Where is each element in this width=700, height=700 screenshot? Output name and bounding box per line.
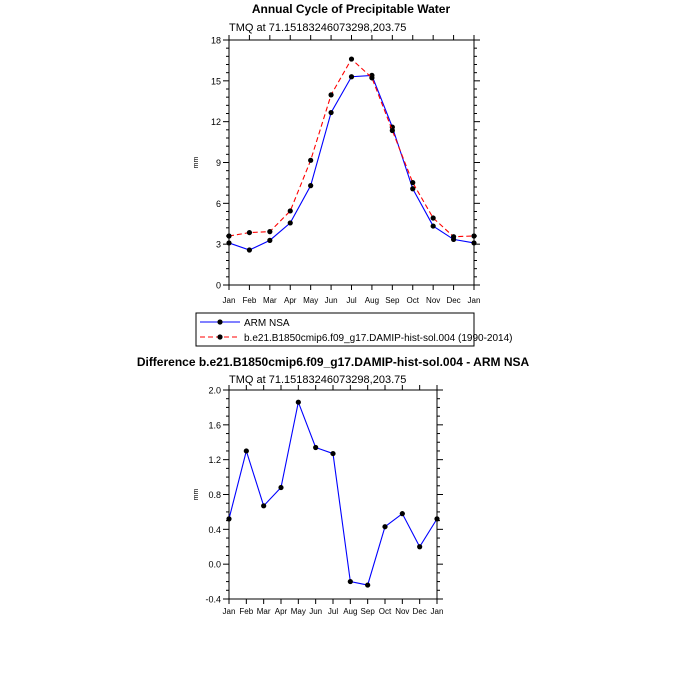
data-point xyxy=(308,157,314,163)
data-point xyxy=(430,215,436,221)
data-point xyxy=(347,578,353,585)
x-tick-label: Jun xyxy=(325,296,338,305)
y-axis-label: mm xyxy=(193,489,200,501)
x-tick-label: Aug xyxy=(343,607,357,616)
data-point xyxy=(287,208,293,214)
y-tick-label: 0.0 xyxy=(208,560,221,570)
legend-marker xyxy=(217,334,223,340)
x-tick-label: Mar xyxy=(263,296,277,305)
y-tick-label: 1.6 xyxy=(208,420,221,430)
data-point xyxy=(417,544,423,550)
series-line-1 xyxy=(228,58,475,238)
data-point xyxy=(308,183,314,189)
x-tick-label: Jul xyxy=(346,296,356,305)
data-point xyxy=(287,220,293,226)
y-tick-label: 9 xyxy=(216,158,221,168)
x-tick-label: Nov xyxy=(395,607,409,616)
x-tick-label: Jan xyxy=(223,296,236,305)
x-tick-label: Jan xyxy=(431,607,444,616)
x-tick-label: Dec xyxy=(446,296,460,305)
data-point xyxy=(328,109,334,116)
chart-title: Annual Cycle of Precipitable Water xyxy=(252,2,451,16)
data-point xyxy=(399,511,405,517)
data-point xyxy=(410,186,416,192)
y-tick-label: 0 xyxy=(216,281,221,291)
data-point xyxy=(410,180,416,186)
data-point xyxy=(434,516,440,522)
data-point xyxy=(450,234,457,240)
y-tick-label: 0.8 xyxy=(208,490,221,500)
chart-1: Difference b.e21.B1850cmip6.f09_g17.DAMI… xyxy=(137,355,530,616)
chart-title: Difference b.e21.B1850cmip6.f09_g17.DAMI… xyxy=(137,355,530,369)
legend-box xyxy=(195,312,475,347)
x-tick-label: Oct xyxy=(407,296,420,305)
x-tick-label: Apr xyxy=(275,607,288,616)
data-point xyxy=(348,74,355,80)
data-point xyxy=(330,450,336,457)
x-tick-label: Sep xyxy=(361,607,376,616)
legend-label: ARM NSA xyxy=(244,318,290,329)
data-point xyxy=(295,399,301,405)
data-point xyxy=(471,240,477,246)
data-point xyxy=(226,240,232,246)
legend: ARM NSA b.e21.B1850cmip6.f09_g17.DAMIP-hi… xyxy=(195,312,513,347)
data-point xyxy=(246,229,253,236)
y-tick-label: 0.4 xyxy=(208,525,221,535)
x-tick-label: Feb xyxy=(239,607,253,616)
x-tick-label: Oct xyxy=(379,607,392,616)
chart-subtitle: TMQ at 71.15183246073298,203.75 xyxy=(229,22,406,34)
data-point xyxy=(261,503,267,509)
x-tick-label: Jun xyxy=(309,607,322,616)
data-point xyxy=(389,127,395,134)
y-tick-label: 18 xyxy=(211,36,221,46)
data-point xyxy=(278,484,284,491)
chart-0: Annual Cycle of Precipitable Water TMQ at… xyxy=(193,2,513,347)
chart-subtitle: TMQ at 71.15183246073298,203.75 xyxy=(229,374,406,386)
x-tick-label: May xyxy=(291,607,306,616)
legend-marker xyxy=(217,319,223,325)
series-line-0 xyxy=(228,400,438,586)
data-point xyxy=(471,233,477,239)
x-tick-label: Apr xyxy=(284,296,297,305)
data-point xyxy=(226,516,232,522)
data-point xyxy=(246,247,253,253)
data-point xyxy=(369,75,375,81)
series-line-0 xyxy=(228,74,475,251)
y-tick-label: 3 xyxy=(216,240,221,250)
y-axis-label: mm xyxy=(193,157,200,169)
x-tick-label: Jul xyxy=(328,607,338,616)
data-point xyxy=(267,229,273,235)
data-point xyxy=(382,524,388,530)
data-point xyxy=(243,448,249,454)
x-tick-label: Mar xyxy=(257,607,271,616)
data-point xyxy=(267,237,273,243)
data-point xyxy=(365,582,371,588)
x-tick-label: Nov xyxy=(426,296,440,305)
data-point xyxy=(313,444,319,451)
x-tick-label: Jan xyxy=(468,296,481,305)
y-tick-label: 15 xyxy=(211,76,221,86)
data-point xyxy=(328,92,334,98)
data-point xyxy=(430,223,436,229)
data-point xyxy=(348,56,355,62)
y-tick-label: 12 xyxy=(211,117,221,127)
y-tick-label: 6 xyxy=(216,199,221,209)
x-tick-label: Sep xyxy=(385,296,400,305)
legend-label: b.e21.B1850cmip6.f09_g17.DAMIP-hist-sol.… xyxy=(244,333,513,344)
y-tick-label: 1.2 xyxy=(208,455,221,465)
x-tick-label: Feb xyxy=(243,296,257,305)
y-tick-label: 2.0 xyxy=(208,386,221,396)
x-tick-label: Dec xyxy=(413,607,427,616)
data-point xyxy=(226,233,232,239)
y-tick-label: -0.4 xyxy=(205,595,221,605)
x-tick-label: Aug xyxy=(365,296,379,305)
x-tick-label: Jan xyxy=(223,607,236,616)
x-tick-label: May xyxy=(303,296,318,305)
